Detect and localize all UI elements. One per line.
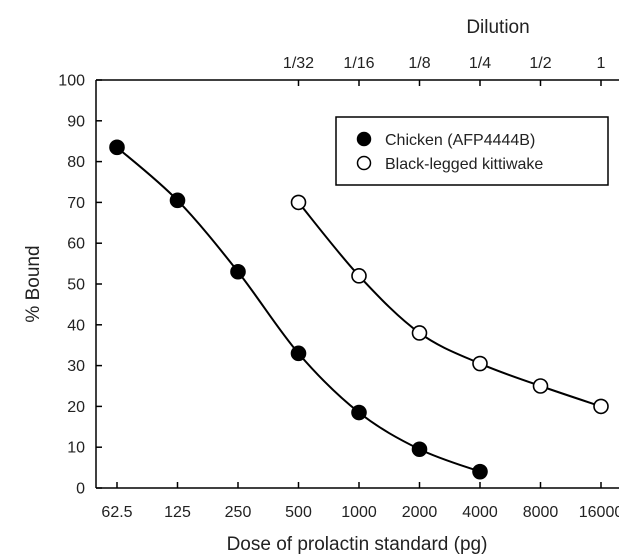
top-tick-label: 1/16 <box>343 55 374 72</box>
series-1-point <box>472 355 488 372</box>
series-0-point <box>169 192 186 209</box>
x-tick-label: 16000 <box>579 504 619 521</box>
x-tick-label: 500 <box>285 504 312 521</box>
x-tick-label: 250 <box>225 504 252 521</box>
series-1-point <box>351 268 367 284</box>
legend: Chicken (AFP4444B) Black-legged kittiwak… <box>335 116 609 186</box>
y-tick-label: 0 <box>76 481 85 498</box>
y-tick-label: 10 <box>67 440 85 457</box>
top-tick-label: 1/32 <box>283 55 314 72</box>
x-tick-label: 1000 <box>341 504 377 521</box>
y-tick-label: 30 <box>67 358 85 375</box>
series-1-point <box>593 398 609 415</box>
x-axis-label: Dose of prolactin standard (pg) <box>227 534 488 555</box>
y-tick-label: 100 <box>58 73 85 90</box>
series-0-point <box>109 139 125 156</box>
legend-marker-kittiwake <box>356 155 372 171</box>
series-1-point <box>290 194 307 211</box>
series-0-point <box>230 263 246 280</box>
y-tick-label: 20 <box>67 399 85 416</box>
y-tick-label: 40 <box>67 317 85 334</box>
top-tick-label: 1 <box>597 55 606 72</box>
y-axis-label: % Bound <box>23 245 44 322</box>
top-tick-label: 1/2 <box>529 55 551 72</box>
legend-marker-chicken <box>356 131 372 147</box>
y-tick-label: 50 <box>67 277 85 294</box>
series-1-curve <box>297 201 602 408</box>
legend-label-kittiwake: Black-legged kittiwake <box>385 156 543 173</box>
curves <box>116 146 602 473</box>
secondary-axis-label: Dilution <box>466 17 529 38</box>
series-1-point <box>532 378 549 394</box>
top-tick-label: 1/8 <box>408 55 430 72</box>
series-0-point <box>411 441 428 458</box>
x-tick-label: 62.5 <box>101 504 132 521</box>
legend-box <box>335 116 609 186</box>
x-tick-label: 4000 <box>462 504 498 521</box>
y-tick-label: 60 <box>67 236 85 253</box>
y-tick-label: 80 <box>67 154 85 171</box>
y-tick-label: 90 <box>67 113 85 130</box>
y-tick-label: 70 <box>67 195 85 212</box>
series-1-point <box>411 325 428 341</box>
points <box>109 139 609 480</box>
x-tick-label: 2000 <box>402 504 438 521</box>
series-0-point <box>290 345 307 362</box>
axes: 0 10 20 30 40 50 60 70 80 90 100 62.5 125 250 500 1000 2… <box>58 55 619 521</box>
legend-label-chicken: Chicken (AFP4444B) <box>385 132 535 149</box>
x-tick-label: 125 <box>164 504 191 521</box>
x-tick-label: 8000 <box>523 504 559 521</box>
series-0-point <box>351 404 367 421</box>
series-0-point <box>472 463 488 480</box>
top-tick-label: 1/4 <box>469 55 491 72</box>
